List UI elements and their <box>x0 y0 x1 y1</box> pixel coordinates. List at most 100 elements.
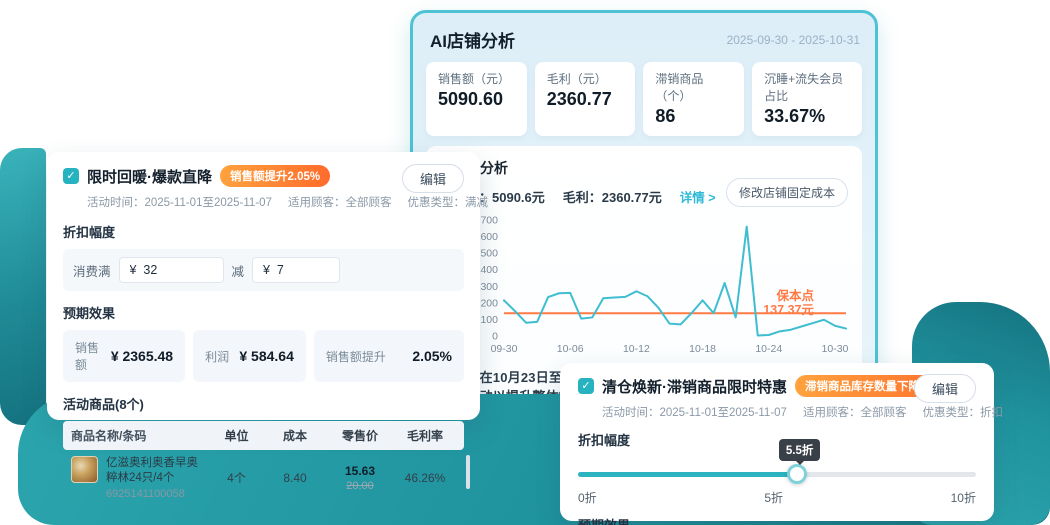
slider-handle[interactable] <box>786 464 807 484</box>
svg-text:100: 100 <box>480 314 498 326</box>
page-title: AI店铺分析 <box>430 32 515 51</box>
promo1-discount-section-label: 折扣幅度 <box>63 225 116 240</box>
promo-card-flash-sale: ✓ 限时回暖·爆款直降 销售额提升2.05% 编辑 活动时间：2025-11-0… <box>47 152 488 500</box>
slider-label-min: 0折 <box>578 491 597 505</box>
svg-text:200: 200 <box>480 297 498 309</box>
product-cost: 8.40 <box>283 470 307 485</box>
svg-text:500: 500 <box>480 248 498 260</box>
product-price: 15.63 <box>344 463 376 478</box>
promo1-meta-customers: 适用顾客：全部顾客 <box>287 197 392 209</box>
col-header-price: 零售价 <box>341 429 378 443</box>
promo1-expect-tiles: 销售额 ¥ 2365.48 利润 ¥ 584.64 销售额提升 2.05% <box>63 330 465 382</box>
product-name: 亿滋奥利奥香早奥粹林24只/4个 <box>106 457 198 484</box>
chart-svg: 0 100 200 300 400 500 600 700 09-30 10-06 10-12 10-… <box>480 215 848 356</box>
product-margin: 46.26% <box>404 470 446 485</box>
tile-label: 利润 <box>205 349 230 364</box>
tile-value: ¥ 584.64 <box>239 348 294 364</box>
kpi-label: 滞销商品（个） <box>655 72 704 103</box>
decorative-teal-bar-left <box>0 148 46 425</box>
slider-fill <box>578 472 797 477</box>
kpi-value: 86 <box>655 106 676 126</box>
tile-value: ¥ 2365.48 <box>110 348 174 364</box>
expect-sales-tile: 销售额 ¥ 2365.48 <box>63 330 186 382</box>
sales-analysis-header: 销售分析 <box>440 158 848 178</box>
svg-text:137.37元: 137.37元 <box>763 303 814 317</box>
slider-label-max: 10折 <box>950 491 976 505</box>
promo1-badge: 销售额提升2.05% <box>220 165 331 187</box>
product-thumbnail <box>71 456 98 483</box>
kpi-slow-moving-items: 滞销商品（个） 86 <box>643 62 745 136</box>
date-range: 2025-09-30 - 2025-10-31 <box>726 32 860 47</box>
kpi-label: 毛利（元） <box>546 72 607 86</box>
product-barcode: 6925141100058 <box>106 487 185 500</box>
svg-text:10-12: 10-12 <box>623 343 650 355</box>
col-header-unit: 单位 <box>224 429 249 443</box>
promo1-title-row: ✓ 限时回暖·爆款直降 销售额提升2.05% 编辑 <box>63 164 464 193</box>
slider-label-mid: 5折 <box>764 491 783 505</box>
svg-text:400: 400 <box>480 264 498 276</box>
minus-label: 减 <box>231 264 245 279</box>
promo1-meta-type: 优惠类型：满减 <box>407 197 488 209</box>
goods-table-header: 商品名称/条码 单位 成本 零售价 毛利率 <box>63 421 464 450</box>
ai-store-analysis-card: AI店铺分析 2025-09-30 - 2025-10-31 销售额（元） 50… <box>410 10 878 400</box>
promo2-edit-button[interactable]: 编辑 <box>913 374 976 403</box>
kpi-label: 沉睡+流失会员占比 <box>764 72 844 103</box>
product-price-cell: 15.63 20.00 <box>326 464 394 492</box>
tile-label: 销售额提升 <box>325 349 386 364</box>
edit-fixed-cost-button[interactable]: 修改店铺固定成本 <box>725 178 848 207</box>
spend-threshold-input[interactable] <box>118 257 224 283</box>
promo2-title-row: ✓ 清仓焕新·滞销商品限时特惠 滞销商品库存数量下降35.28件 编辑 <box>578 374 976 403</box>
kpi-row: 销售额（元） 5090.60 毛利（元） 2360.77 滞销商品（个） 86 … <box>426 62 863 136</box>
kpi-value: 2360.77 <box>546 89 612 109</box>
promo2-meta-customers: 适用顾客：全部顾客 <box>802 407 907 419</box>
checkbox-checked-icon[interactable]: ✓ <box>63 168 79 184</box>
svg-text:10-06: 10-06 <box>557 343 584 355</box>
promo1-meta-row: 活动时间：2025-11-01至2025-11-07 适用顾客：全部顾客 优惠类… <box>87 194 488 210</box>
promo2-title: 清仓焕新·滞销商品限时特惠 <box>602 378 787 396</box>
kpi-gross-profit: 毛利（元） 2360.77 <box>534 62 636 136</box>
table-scrollbar[interactable] <box>466 455 470 489</box>
promo1-expect-section-label: 预期效果 <box>63 306 116 321</box>
product-cell: 亿滋奥利奥香早奥粹林24只/4个 6925141100058 <box>71 456 209 500</box>
svg-text:300: 300 <box>480 281 498 293</box>
slider-tooltip: 5.5折 <box>778 439 821 465</box>
promo1-discount-panel: 消费满 减 <box>63 249 464 291</box>
col-header-name: 商品名称/条码 <box>71 429 147 443</box>
svg-text:保本点: 保本点 <box>775 288 814 303</box>
slider-scale-labels: 0折 5折 10折 <box>578 489 976 506</box>
discount-slider: 5.5折 <box>578 439 976 484</box>
promo2-meta-row: 活动时间：2025-11-01至2025-11-07 适用顾客：全部顾客 优惠类… <box>602 404 1003 420</box>
detail-link[interactable]: 详情 > <box>679 191 716 205</box>
promo2-expect-section-label: 预期效果 <box>578 515 976 525</box>
kpi-label: 销售额（元） <box>438 72 511 86</box>
promo1-edit-button[interactable]: 编辑 <box>401 164 464 193</box>
sales-line-chart: 0 100 200 300 400 500 600 700 09-30 10-06 10-12 10-… <box>474 214 848 361</box>
svg-text:600: 600 <box>480 231 498 243</box>
sales-analysis-panel: 销售分析 销售额：5090.6元 毛利：2360.77元 详情 > 修改店铺固定… <box>426 146 862 397</box>
col-header-margin: 毛利率 <box>406 429 443 443</box>
expect-profit-tile: 利润 ¥ 584.64 <box>193 330 306 382</box>
discount-amount-input[interactable] <box>252 257 341 283</box>
goods-table: 商品名称/条码 单位 成本 零售价 毛利率 亿滋奥利奥香早奥粹林24只/4个 6… <box>63 421 470 504</box>
promo2-meta-time: 活动时间：2025-11-01至2025-11-07 <box>602 407 787 419</box>
table-row[interactable]: 亿滋奥利奥香早奥粹林24只/4个 6925141100058 4个 8.40 1… <box>63 450 464 504</box>
tile-value: 2.05% <box>412 348 453 364</box>
promo2-meta-type: 优惠类型：折扣 <box>922 407 1003 419</box>
promo1-title: 限时回暖·爆款直降 <box>87 168 212 186</box>
promo2-discount-section-label: 折扣幅度 <box>578 433 631 448</box>
promo1-goods-section-label: 活动商品(8个) <box>63 397 144 412</box>
expect-uplift-tile: 销售额提升 2.05% <box>313 330 465 382</box>
spend-threshold-label: 消费满 <box>73 264 111 279</box>
kpi-dormant-lost-members: 沉睡+流失会员占比 33.67% <box>752 62 863 136</box>
col-header-cost: 成本 <box>282 429 307 443</box>
svg-text:10-24: 10-24 <box>755 343 782 355</box>
kpi-sales: 销售额（元） 5090.60 <box>426 62 527 136</box>
promo1-meta-time: 活动时间：2025-11-01至2025-11-07 <box>87 197 272 209</box>
promo-card-clearance: ✓ 清仓焕新·滞销商品限时特惠 滞销商品库存数量下降35.28件 编辑 活动时间… <box>560 363 1003 525</box>
checkbox-checked-icon[interactable]: ✓ <box>578 378 594 394</box>
svg-text:09-30: 09-30 <box>491 343 518 355</box>
kpi-value: 33.67% <box>764 106 826 126</box>
kpi-value: 5090.60 <box>438 89 504 109</box>
svg-text:10-18: 10-18 <box>689 343 716 355</box>
